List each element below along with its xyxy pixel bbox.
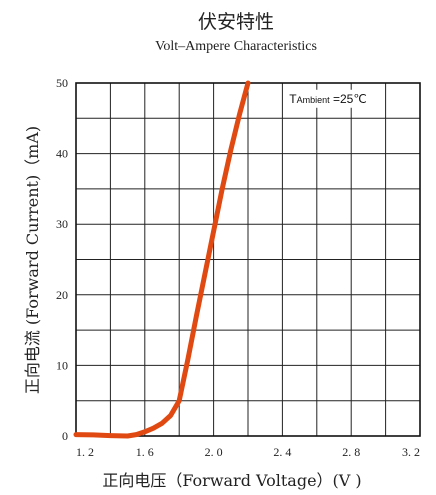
y-axis-ticks: 0 10 20 30 40 50 <box>56 76 68 443</box>
annotation-subscript: Ambient <box>297 95 331 105</box>
x-axis-label: 正向电压（Forward Voltage）(V ) <box>102 471 361 490</box>
x-tick-label: 2. 0 <box>205 445 223 459</box>
y-tick-label: 20 <box>56 288 68 302</box>
grid <box>76 83 420 436</box>
y-tick-label: 10 <box>56 358 68 372</box>
x-axis-ticks: 1. 2 1. 6 2. 0 2. 4 2. 8 3. 2 <box>76 445 420 459</box>
x-tick-label: 1. 6 <box>136 445 154 459</box>
chart-subtitle: Volt–Ampere Characteristics <box>155 39 317 54</box>
y-tick-label: 0 <box>62 429 68 443</box>
chart-title: 伏安特性 <box>198 11 274 33</box>
x-tick-label: 1. 2 <box>76 445 94 459</box>
y-tick-label: 40 <box>56 147 68 161</box>
series-line-forward-current <box>73 80 251 439</box>
y-tick-label: 50 <box>56 76 68 90</box>
annotation-prefix: T <box>289 92 297 106</box>
y-tick-label: 30 <box>56 217 68 231</box>
annotation-value: =25℃ <box>330 92 367 106</box>
x-tick-label: 2. 4 <box>273 445 291 459</box>
x-tick-label: 3. 2 <box>402 445 420 459</box>
y-axis-label: 正向电流 (Forward Current)（mA) <box>23 126 42 394</box>
svg-text:TAmbient =25℃: TAmbient =25℃ <box>289 92 367 106</box>
ambient-temperature-note: TAmbient =25℃ <box>286 89 370 108</box>
x-tick-label: 2. 8 <box>342 445 360 459</box>
